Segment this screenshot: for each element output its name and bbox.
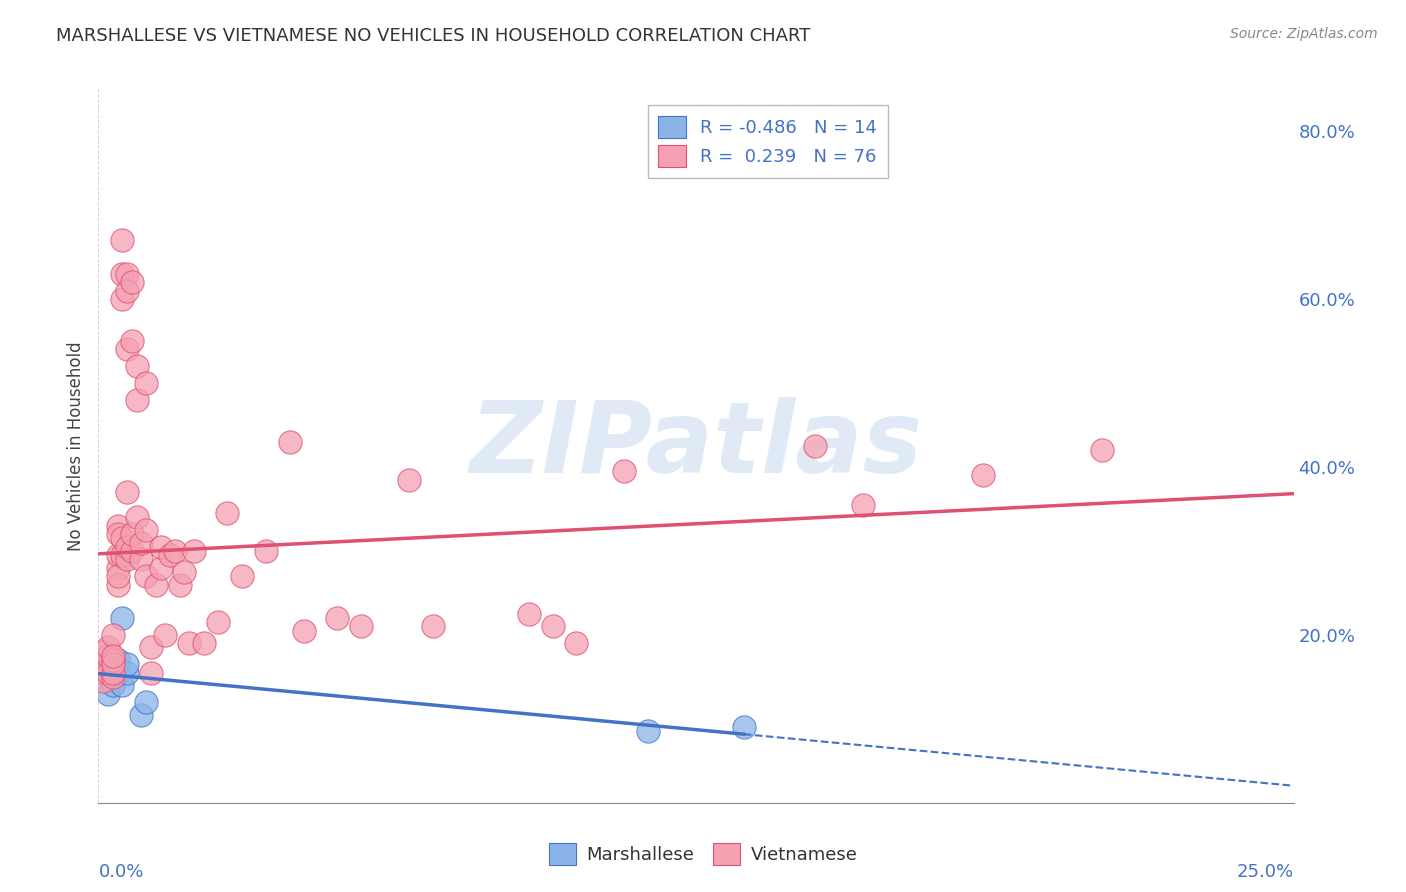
Point bbox=[91, 653, 114, 667]
Point bbox=[111, 611, 134, 625]
Point bbox=[107, 577, 129, 591]
Point bbox=[111, 678, 134, 692]
Point bbox=[97, 648, 120, 663]
Point bbox=[637, 724, 659, 739]
Point bbox=[107, 665, 129, 680]
Point bbox=[111, 233, 134, 247]
Point bbox=[91, 665, 114, 680]
Point bbox=[107, 527, 129, 541]
Point bbox=[159, 548, 181, 562]
Point bbox=[398, 473, 420, 487]
Text: MARSHALLESE VS VIETNAMESE NO VEHICLES IN HOUSEHOLD CORRELATION CHART: MARSHALLESE VS VIETNAMESE NO VEHICLES IN… bbox=[56, 27, 811, 45]
Point bbox=[115, 485, 138, 500]
Point bbox=[131, 707, 153, 722]
Point bbox=[131, 535, 153, 549]
Point bbox=[541, 619, 564, 633]
Point bbox=[179, 636, 201, 650]
Point bbox=[125, 359, 148, 374]
Point bbox=[115, 665, 138, 680]
Point bbox=[97, 657, 120, 672]
Point bbox=[97, 665, 120, 680]
Point bbox=[972, 468, 994, 483]
Point bbox=[145, 577, 167, 591]
Point bbox=[292, 624, 315, 638]
Point bbox=[101, 665, 124, 680]
Point bbox=[169, 577, 191, 591]
Point bbox=[97, 687, 120, 701]
Point bbox=[163, 544, 186, 558]
Point bbox=[107, 653, 129, 667]
Point bbox=[139, 640, 162, 655]
Point bbox=[101, 628, 124, 642]
Point bbox=[101, 648, 124, 663]
Text: 25.0%: 25.0% bbox=[1236, 863, 1294, 881]
Point bbox=[207, 615, 229, 630]
Point bbox=[115, 343, 138, 357]
Legend: R = -0.486   N = 14, R =  0.239   N = 76: R = -0.486 N = 14, R = 0.239 N = 76 bbox=[648, 105, 887, 178]
Legend: Marshallese, Vietnamese: Marshallese, Vietnamese bbox=[540, 834, 866, 874]
Point bbox=[107, 548, 129, 562]
Point bbox=[101, 653, 124, 667]
Point bbox=[115, 540, 138, 554]
Point bbox=[422, 619, 444, 633]
Point bbox=[91, 657, 114, 672]
Point bbox=[254, 544, 277, 558]
Point bbox=[804, 439, 827, 453]
Point bbox=[107, 560, 129, 574]
Point bbox=[121, 527, 143, 541]
Point bbox=[91, 645, 114, 659]
Point bbox=[149, 560, 172, 574]
Point bbox=[125, 392, 148, 407]
Point bbox=[231, 569, 253, 583]
Y-axis label: No Vehicles in Household: No Vehicles in Household bbox=[66, 341, 84, 551]
Point bbox=[101, 657, 124, 672]
Text: 0.0%: 0.0% bbox=[98, 863, 143, 881]
Point bbox=[350, 619, 373, 633]
Point bbox=[121, 544, 143, 558]
Point bbox=[111, 292, 134, 306]
Point bbox=[107, 518, 129, 533]
Point bbox=[155, 628, 177, 642]
Point bbox=[135, 695, 157, 709]
Point bbox=[139, 665, 162, 680]
Point bbox=[135, 523, 157, 537]
Point bbox=[135, 376, 157, 390]
Point bbox=[115, 284, 138, 298]
Point bbox=[111, 267, 134, 281]
Point bbox=[115, 552, 138, 566]
Point bbox=[131, 552, 153, 566]
Point bbox=[217, 506, 239, 520]
Text: Source: ZipAtlas.com: Source: ZipAtlas.com bbox=[1230, 27, 1378, 41]
Point bbox=[565, 636, 588, 650]
Point bbox=[91, 665, 114, 680]
Point bbox=[101, 670, 124, 684]
Point bbox=[97, 640, 120, 655]
Point bbox=[135, 569, 157, 583]
Point bbox=[97, 661, 120, 675]
Text: ZIPatlas: ZIPatlas bbox=[470, 398, 922, 494]
Point bbox=[121, 275, 143, 289]
Point bbox=[517, 607, 540, 621]
Point bbox=[101, 661, 124, 675]
Point bbox=[101, 678, 124, 692]
Point bbox=[278, 434, 301, 449]
Point bbox=[173, 565, 195, 579]
Point bbox=[1091, 443, 1114, 458]
Point bbox=[852, 498, 875, 512]
Point bbox=[193, 636, 215, 650]
Point bbox=[115, 267, 138, 281]
Point bbox=[121, 334, 143, 348]
Point bbox=[111, 532, 134, 546]
Point bbox=[115, 657, 138, 672]
Point bbox=[91, 674, 114, 689]
Point bbox=[733, 720, 755, 734]
Point bbox=[613, 464, 636, 478]
Point bbox=[149, 540, 172, 554]
Point bbox=[107, 569, 129, 583]
Point bbox=[125, 510, 148, 524]
Point bbox=[111, 548, 134, 562]
Point bbox=[183, 544, 205, 558]
Point bbox=[326, 611, 349, 625]
